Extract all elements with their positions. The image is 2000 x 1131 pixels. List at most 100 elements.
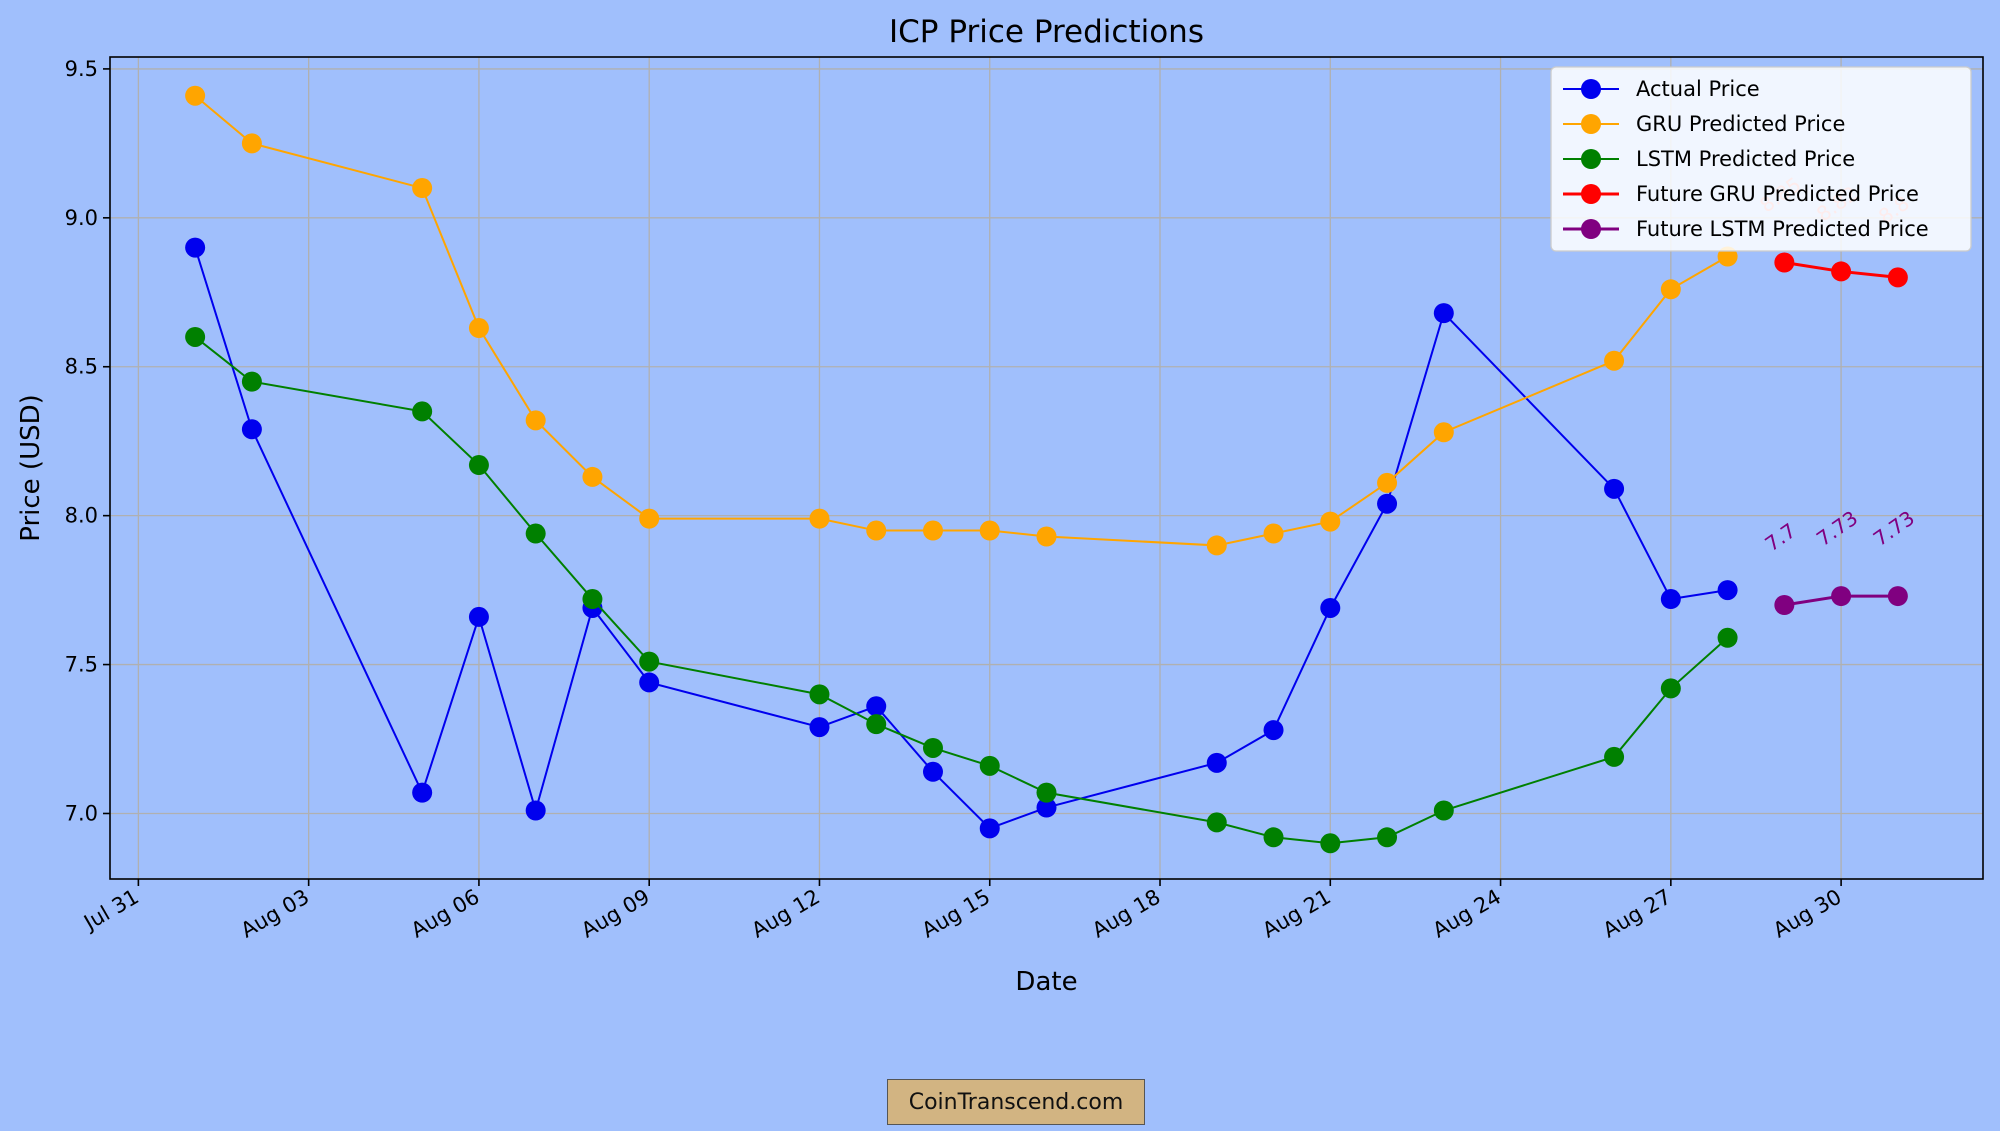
data-point (1263, 720, 1284, 741)
data-point (468, 606, 489, 627)
watermark: CoinTranscend.com (887, 1079, 1145, 1125)
legend-label: GRU Predicted Price (1636, 112, 1845, 136)
data-point (1660, 279, 1681, 300)
x-tick-label: Aug 24 (1429, 885, 1505, 943)
data-point (185, 326, 206, 347)
y-tick-label: 9.5 (65, 57, 98, 81)
series-actual-price (185, 237, 1738, 839)
data-point (979, 755, 1000, 776)
data-point (1377, 493, 1398, 514)
data-point (1036, 526, 1057, 547)
x-tick-label: Aug 03 (237, 885, 313, 943)
data-point (241, 133, 262, 154)
data-point (1433, 422, 1454, 443)
legend-swatch-marker (1581, 79, 1601, 99)
x-tick-label: Aug 15 (918, 885, 994, 943)
data-point (809, 717, 830, 738)
data-point (639, 508, 660, 529)
chart-title: ICP Price Predictions (889, 14, 1204, 50)
legend-swatch-marker (1581, 219, 1601, 239)
data-point (979, 818, 1000, 839)
data-point (1206, 812, 1227, 833)
series-gru-predicted-price (185, 85, 1738, 556)
data-point (1036, 782, 1057, 803)
data-point (922, 737, 943, 758)
data-point (1887, 586, 1908, 607)
data-point (412, 178, 433, 199)
data-point (241, 419, 262, 440)
data-point (979, 520, 1000, 541)
legend-label: Future GRU Predicted Price (1636, 182, 1919, 206)
data-point (185, 237, 206, 258)
data-label: 7.73 (1869, 506, 1919, 551)
legend-label: Future LSTM Predicted Price (1636, 217, 1929, 241)
data-point (1320, 511, 1341, 532)
data-point (866, 696, 887, 717)
x-tick-label: Aug 06 (407, 885, 483, 943)
series-line (194, 94, 1729, 547)
data-label: 7.73 (1812, 506, 1862, 551)
data-point (241, 371, 262, 392)
data-point (1717, 627, 1738, 648)
data-point (1433, 800, 1454, 821)
data-point (1377, 827, 1398, 848)
legend-box (1550, 66, 1972, 252)
data-point (1263, 827, 1284, 848)
x-tick-label: Aug 18 (1088, 885, 1164, 943)
plot-frame (109, 56, 1984, 880)
data-point (1660, 678, 1681, 699)
x-tick-label: Aug 09 (577, 885, 653, 943)
data-point (866, 714, 887, 735)
x-tick-label: Aug 21 (1258, 885, 1334, 943)
data-point (809, 508, 830, 529)
x-axis-label: Date (1015, 967, 1077, 997)
legend: Actual Price GRU Predicted Price LSTM Pred… (1550, 66, 1972, 252)
y-axis: 7.0 7.5 8.0 8.5 9.0 9.5 (65, 57, 110, 825)
data-point (468, 455, 489, 476)
x-tick-label: Aug 12 (748, 885, 824, 943)
data-point (1320, 833, 1341, 854)
legend-label: Actual Price (1636, 77, 1760, 101)
data-point (1774, 252, 1795, 273)
data-point (922, 761, 943, 782)
x-axis: Jul 31 Aug 03 Aug 06 Aug 09 Aug 12 Aug 15 Aug … (78, 879, 1846, 943)
data-point (1604, 478, 1625, 499)
x-tick-label: Jul 31 (78, 885, 143, 936)
data-point (1263, 523, 1284, 544)
data-point (525, 410, 546, 431)
data-point (185, 85, 206, 106)
data-point (1831, 261, 1852, 282)
data-point (639, 651, 660, 672)
data-point (809, 684, 830, 705)
data-point (582, 589, 603, 610)
data-point (866, 520, 887, 541)
series-line (194, 336, 1729, 845)
legend-swatch-marker (1581, 149, 1601, 169)
data-point (582, 466, 603, 487)
y-tick-label: 8.5 (65, 355, 98, 379)
x-tick-label: Aug 30 (1769, 885, 1845, 943)
data-point (1774, 595, 1795, 615)
data-point (1036, 797, 1057, 818)
data-point (1660, 589, 1681, 610)
series-line (194, 247, 1728, 830)
data-point (1604, 746, 1625, 767)
data-point (412, 782, 433, 803)
data-point (1206, 752, 1227, 773)
data-point (1433, 303, 1454, 324)
data-point (1320, 597, 1341, 618)
data-point (639, 672, 660, 693)
x-tick-label: Aug 27 (1599, 885, 1675, 943)
legend-swatch-marker (1581, 114, 1601, 134)
data-point (1717, 580, 1738, 601)
data-point (922, 520, 943, 541)
y-axis-label: Price (USD) (16, 394, 46, 542)
series-future-lstm-predicted-price: 7.7 7.73 7.73 (1760, 506, 1919, 615)
data-label: 7.7 (1760, 518, 1800, 556)
data-point (1604, 350, 1625, 371)
data-point (468, 318, 489, 339)
data-point (1887, 267, 1908, 288)
legend-label: LSTM Predicted Price (1636, 147, 1855, 171)
y-tick-label: 7.0 (65, 801, 98, 825)
